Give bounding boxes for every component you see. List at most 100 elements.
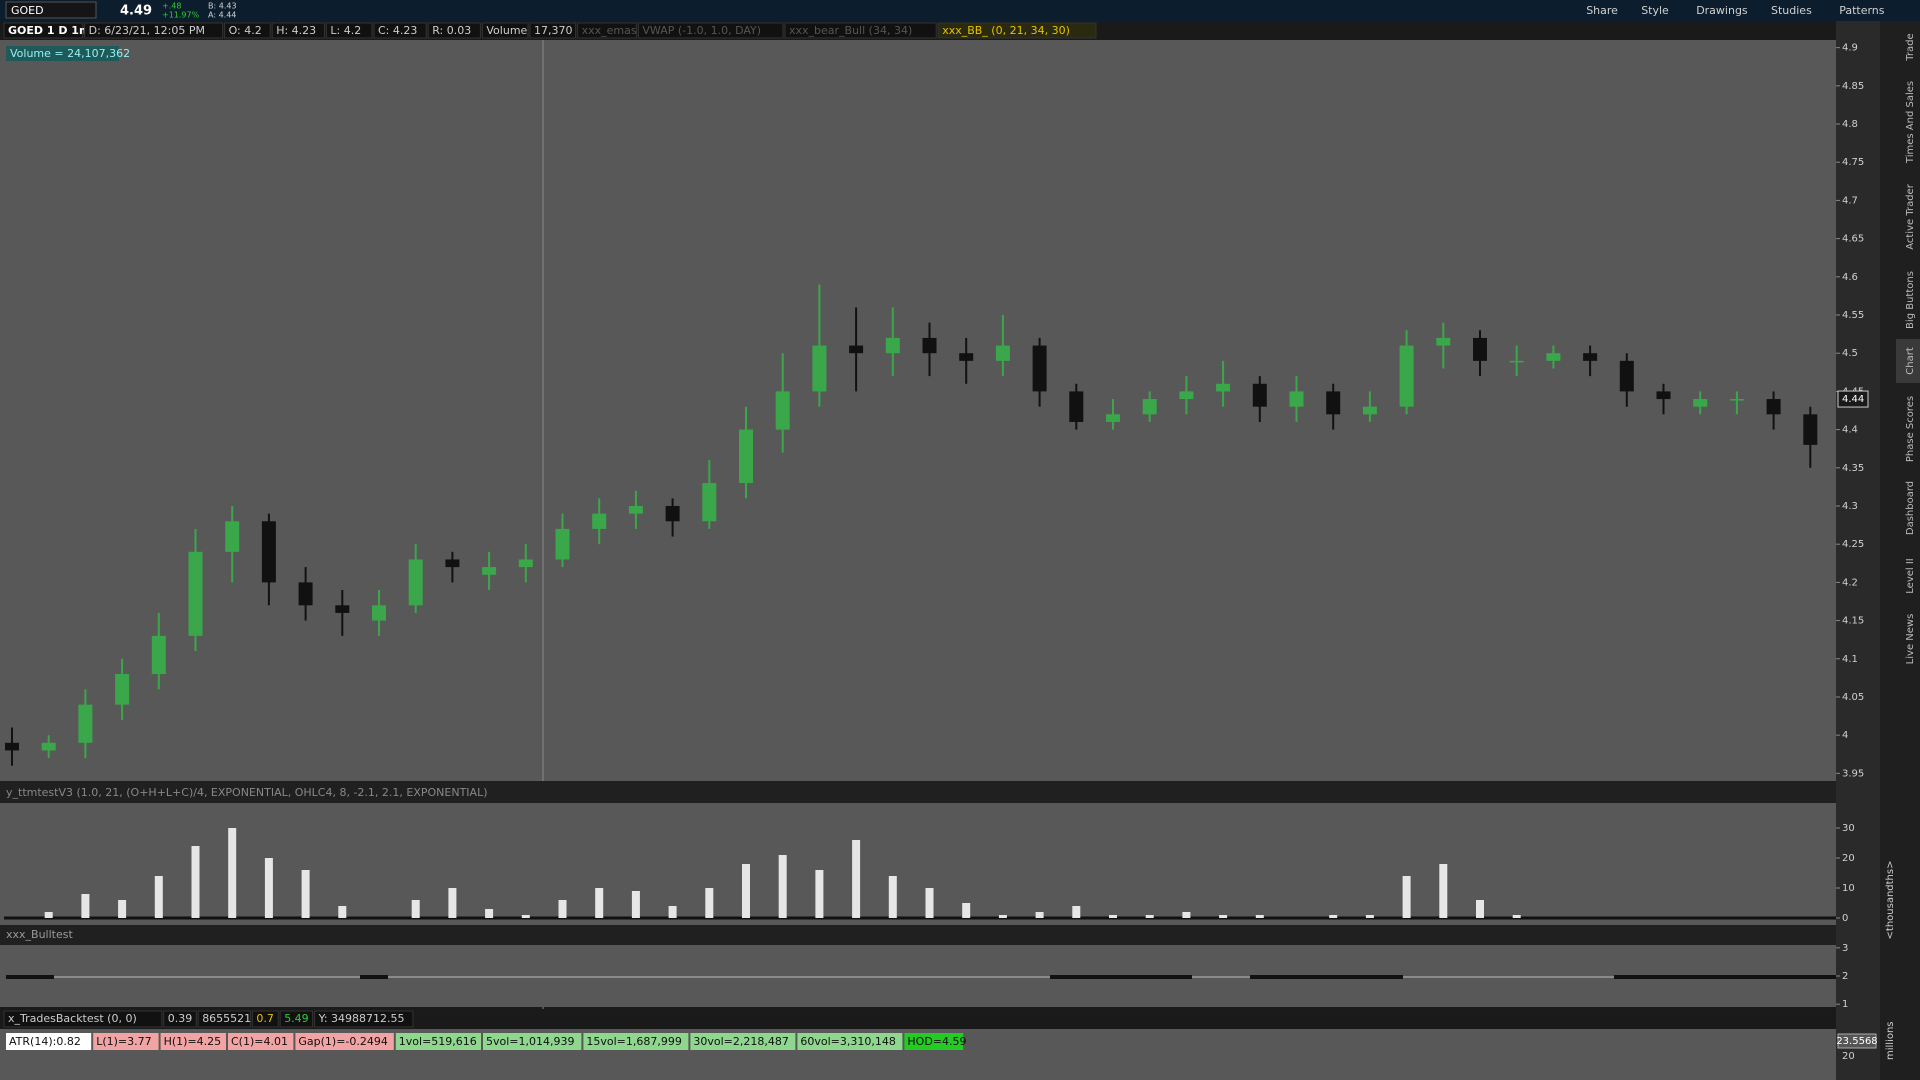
histogram-bar [925,888,934,918]
histogram-bar [191,846,200,918]
histogram-bar [44,912,53,918]
sidebar-tab[interactable]: Active Trader [1905,183,1916,249]
bid: B: 4.43 [208,2,237,11]
toolbar-button[interactable]: Drawings [1696,4,1748,17]
candle-body [298,582,313,606]
sidebar-tab[interactable]: Chart [1905,347,1916,375]
last-price: 4.49 [120,4,152,19]
squeeze-unit: <thousandths> [1885,861,1896,940]
info-text: O: 4.2 [229,24,262,37]
backtest-text: 0.39 [168,1012,193,1025]
candle-body [1032,345,1047,392]
stat-label-box [395,1033,481,1050]
y-tick-label: 4.4 [1842,425,1858,436]
price-axis [1836,21,1880,1080]
y-tick-label: 4.2 [1842,577,1858,588]
histogram-bar [1365,915,1374,918]
candle-body [5,742,19,751]
toolbar-button[interactable]: Share [1586,4,1618,17]
info-text: H: 4.23 [276,24,316,37]
info-text: L: 4.2 [330,24,361,37]
backtest-text: x_TradesBacktest (0, 0) [8,1012,137,1025]
y-tick-label: 4.6 [1842,272,1858,283]
histogram-bar [962,903,971,918]
candle-body [628,505,643,514]
y-tick-label: 4 [1842,730,1848,741]
histogram-bar [264,858,273,918]
toolbar-button[interactable]: Style [1641,4,1669,17]
sidebar-tab[interactable]: Phase Scores [1905,396,1916,462]
sidebar-tab[interactable]: Times And Sales [1905,81,1916,164]
stat-label-box [483,1033,582,1050]
y-tick-label: 4.15 [1842,616,1864,627]
toolbar-button[interactable]: Studies [1771,4,1812,17]
candle-body [1546,353,1561,361]
bull-segment [1250,975,1403,979]
histogram-bar [778,855,787,918]
volume-tick: 20 [1842,1051,1855,1062]
sidebar-tab[interactable]: Trade [1905,33,1916,61]
volume-value: 23.5568 [1836,1036,1877,1047]
info-text: xxx_emas [582,24,637,37]
backtest-cell [251,1010,279,1028]
histogram-bar [1145,915,1154,918]
sidebar-tab[interactable]: Level II [1905,558,1916,593]
bull-line [6,975,1836,979]
bull-title: xxx_Bulltest [6,928,73,941]
info-text: Volume [486,24,527,37]
candle-body [115,674,130,705]
info-cell [937,22,1097,39]
candle-body [555,528,570,560]
toolbar-button[interactable]: Patterns [1839,4,1885,17]
histogram-bar [118,900,127,918]
y-tick-label: 4.5 [1842,348,1858,359]
bull-segment [54,976,360,978]
volume-label: Volume = 24,107,362 [10,47,130,60]
info-cell [529,22,577,39]
sidebar-tab[interactable]: Dashboard [1905,481,1916,535]
info-cell [481,22,529,39]
stat-label: H(1)=4.25 [164,1035,222,1048]
histogram-bar [1512,915,1521,918]
change-pct: +11.97% [162,11,200,20]
info-text: xxx_bear_Bull (34, 34) [789,24,912,37]
histogram-bar [852,840,861,918]
info-text: C: 4.23 [378,24,417,37]
histogram-bar [448,888,457,918]
stat-label: Gap(1)=-0.2494 [298,1035,388,1048]
stat-label: 1vol=519,616 [399,1035,477,1048]
squeeze-title: y_ttmtestV3 (1.0, 21, (O+H+L+C)/4, EXPON… [6,786,488,799]
info-cell [271,22,325,39]
info-text: R: 0.03 [432,24,471,37]
candle-body [592,513,607,529]
candle-body [775,391,790,430]
candle-body [188,551,203,636]
info-cell [373,22,427,39]
candle-body [1729,399,1744,401]
y-tick-label: 4.05 [1842,692,1864,703]
candle-body [1069,391,1084,422]
info-text: 17,370 [534,24,573,37]
histogram-bar [485,909,494,918]
stat-label-box [160,1033,226,1050]
info-text: VWAP (-1.0, 1.0, DAY) [642,24,761,37]
price-plot [0,40,1836,781]
y-tick-label: 4.1 [1842,654,1858,665]
stat-label: 60vol=3,310,148 [800,1035,896,1048]
sidebar [1880,21,1920,1080]
stat-label: C(1)=4.01 [231,1035,288,1048]
toolbar [0,0,1920,21]
y-tick-label: 4.35 [1842,463,1864,474]
backtest-cell [3,1010,163,1028]
histogram-bar [1109,915,1117,918]
stat-label: L(1)=3.77 [96,1035,151,1048]
last-price-box [1837,390,1869,408]
y-tick-label: 4.3 [1842,501,1858,512]
candle-body [1142,399,1157,415]
sidebar-tab[interactable]: Live News [1905,614,1916,665]
info-text: D: 6/23/21, 12:05 PM [89,24,205,37]
candle-body [445,559,460,568]
symbol-box[interactable] [5,1,97,19]
sidebar-tab[interactable]: Big Buttons [1905,271,1916,329]
candle-body [1693,399,1708,407]
